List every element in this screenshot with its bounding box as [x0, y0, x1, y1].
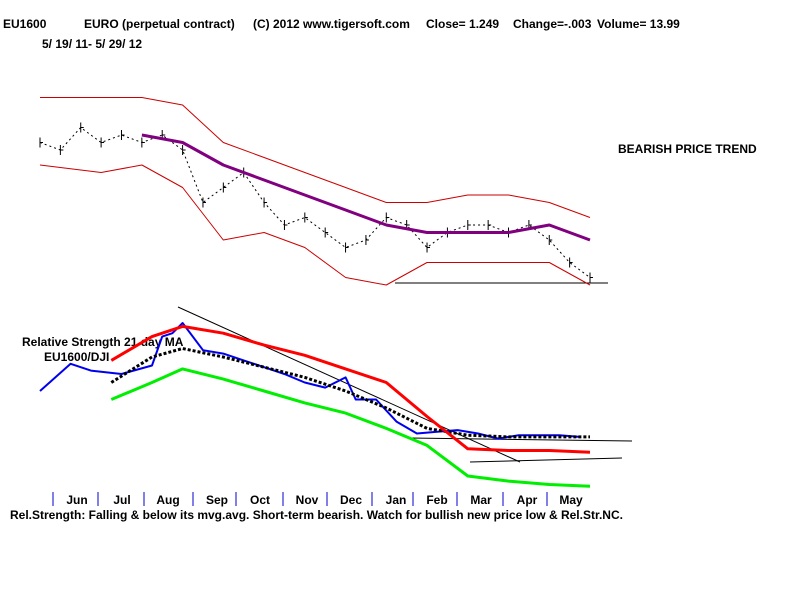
price-upper-band-line — [40, 97, 591, 218]
footer-note: Rel.Strength: Falling & below its mvg.av… — [10, 508, 623, 522]
month-label-nov: Nov — [296, 493, 319, 507]
rs-upper-band-line — [110, 324, 591, 454]
month-label-apr: Apr — [517, 493, 538, 507]
month-label-oct: Oct — [250, 493, 270, 507]
header-close: Close= 1.249 — [426, 17, 499, 31]
month-label-jan: Jan — [386, 493, 407, 507]
header-title: EURO (perpetual contract) — [84, 17, 235, 31]
header-symbol: EU1600 — [3, 17, 47, 31]
header-copyright: (C) 2012 www.tigersoft.com — [253, 17, 410, 31]
date-range: 5/ 19/ 11- 5/ 29/ 12 — [42, 37, 142, 51]
rs-subtitle: EU1600/DJI — [44, 350, 109, 364]
rs-title: Relative Strength 21 day MA — [22, 335, 184, 349]
month-label-may: May — [559, 493, 583, 507]
plot-layer — [39, 97, 593, 488]
month-label-sep: Sep — [206, 493, 228, 507]
month-axis: Jun Jul Aug Sep Oct Nov Dec Jan Feb Mar Apr May — [52, 492, 583, 507]
rs-trendline-2 — [409, 437, 633, 442]
price-price-approx-line — [39, 127, 591, 278]
month-label-jun: Jun — [66, 493, 87, 507]
rs-trendline-3 — [469, 457, 623, 463]
price-lower-band-line — [39, 164, 591, 286]
month-label-dec: Dec — [340, 493, 362, 507]
header-change: Change=-.003 — [513, 17, 592, 31]
month-label-aug: Aug — [156, 493, 179, 507]
price-moving-average-line — [141, 133, 591, 242]
month-label-feb: Feb — [426, 493, 447, 507]
rs-rel-strength-line — [39, 322, 580, 440]
header-volume: Volume= 13.99 — [597, 17, 680, 31]
rs-lower-band-line — [110, 367, 591, 488]
month-label-mar: Mar — [470, 493, 492, 507]
month-label-jul: Jul — [113, 493, 130, 507]
rs-rs-moving-average-line — [110, 347, 590, 439]
trend-annotation: BEARISH PRICE TREND — [618, 142, 757, 156]
